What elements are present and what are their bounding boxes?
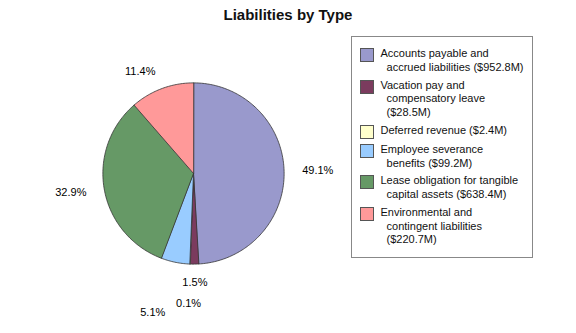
html-text:Lease obligation for tangible: Lease obligation for tangible capital as… bbox=[380, 174, 519, 200]
svg-text:1.5%: 1.5% bbox=[183, 276, 208, 288]
html-text:Liabilities by Type: Liabilities by Type bbox=[223, 6, 353, 23]
svg-text:5.1%: 5.1% bbox=[141, 306, 166, 318]
svg-text:32.9%: 32.9% bbox=[56, 186, 87, 198]
html-text:Accounts payable and accrued l: Accounts payable and accrued liabilities… bbox=[380, 47, 524, 73]
html-text:Environmental and contingent l: Environmental and contingent liabilities… bbox=[380, 205, 482, 246]
svg-text:0.1%: 0.1% bbox=[177, 297, 202, 309]
html-text:Vacation pay and compensatory: Vacation pay and compensatory leave ($28… bbox=[380, 78, 485, 118]
svg-text:49.1%: 49.1% bbox=[303, 164, 334, 176]
html-text:Deferred revenue ($2.4M): Deferred revenue ($2.4M) bbox=[380, 123, 507, 136]
svg-text:11.4%: 11.4% bbox=[125, 65, 156, 77]
html-text:Employee severance benefits ($: Employee severance benefits ($99.2M) bbox=[380, 142, 484, 169]
